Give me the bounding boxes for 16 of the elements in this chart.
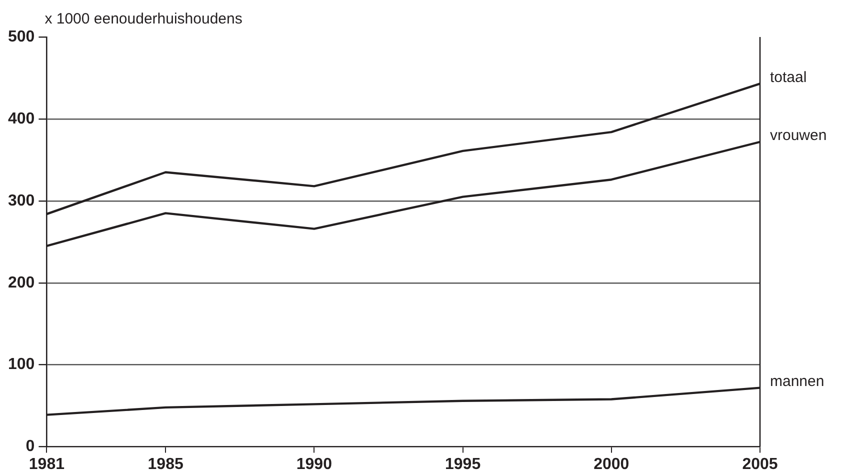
x-tick-label: 1981 xyxy=(28,456,65,473)
series-label: totaal xyxy=(770,68,807,86)
y-tick-label: 100 xyxy=(8,356,35,374)
y-tick-label: 0 xyxy=(26,438,35,456)
x-tick-label: 1995 xyxy=(444,456,481,473)
y-axis-title: x 1000 eenouderhuishoudens xyxy=(44,10,242,28)
x-tick-label: 1985 xyxy=(148,456,184,473)
x-tick-label: 1990 xyxy=(296,456,332,473)
series-label: vrouwen xyxy=(770,127,827,144)
x-tick-label: 2000 xyxy=(594,456,630,473)
x-tick-label: 2005 xyxy=(742,456,778,473)
y-tick-label: 200 xyxy=(8,274,35,292)
y-tick-label: 400 xyxy=(8,110,35,128)
y-tick-label: 300 xyxy=(8,192,35,210)
y-tick-label: 500 xyxy=(8,28,35,46)
series-label: mannen xyxy=(770,372,824,390)
